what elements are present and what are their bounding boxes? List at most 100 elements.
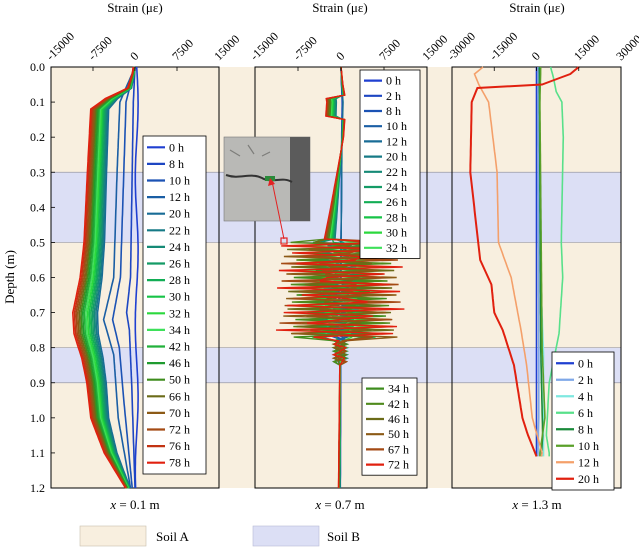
curve-x01-26h [91,66,136,489]
panel-2-caption: x = 0.7 m [314,497,364,512]
legend-entry: 20 h [578,472,599,486]
legend-entry: 66 h [169,389,190,403]
x-tick-label: -15000 [43,29,77,63]
series-legends: 0 h8 h10 h12 h20 h22 h24 h26 h28 h30 h32… [79,69,615,547]
legend-entry: 2 h [578,373,593,387]
panel-1-title: Strain (με) [107,0,162,15]
legend-entry: 32 h [169,306,190,320]
legend-entry: 70 h [169,406,190,420]
x-tick-label: -30000 [444,29,478,63]
soil-a-label: Soil A [156,529,189,544]
y-tick-label: 0.3 [30,165,45,179]
legend-entry: 34 h [169,323,190,337]
legend-entry: 8 h [386,104,401,118]
legend-panel-2-upper: 0 h2 h8 h10 h12 h 20 h22 h24 h26 h28 h 30 … [359,69,421,259]
curve-x01-10h [111,66,136,489]
soil-a-swatch [79,525,147,547]
legend-entry: 30 h [386,226,407,240]
legend-entry: 50 h [388,427,409,441]
y-tick-label: 0.5 [30,235,45,249]
x-tick-label: -15000 [486,29,520,63]
x-tick-label: 15000 [419,32,450,63]
legend-entry: 8 h [169,157,184,171]
x-tick-label: 15000 [571,32,602,63]
strain-curves [71,66,580,489]
legend-entry: 26 h [386,195,407,209]
curve-x01-24h [93,66,136,489]
crack-photo-inset [223,136,311,245]
x-tick-label: 7500 [376,36,403,63]
curve-x01-46h [81,66,135,489]
y-tick-label: 0.2 [30,130,45,144]
legend-entry: 50 h [169,373,190,387]
legend-entry: 72 h [388,458,409,472]
legend-entry: 46 h [388,412,409,426]
curve-x01-32h [86,66,136,489]
curve-x01-0h [134,66,139,489]
y-tick-label: 0.8 [30,341,45,355]
curve-x01-22h [95,66,136,489]
legend-entry: 6 h [578,406,593,420]
legend-entry: 67 h [388,442,409,456]
curve-x13-6h [545,66,565,457]
soil-legend: Soil A Soil B [79,525,360,547]
curve-x01-50h [80,66,135,489]
legend-entry: 32 h [386,241,407,255]
panel-2-title: Strain (με) [312,0,367,15]
legend-entry: 28 h [386,210,407,224]
legend-entry: 12 h [578,455,599,469]
curve-x13-10h [539,66,546,457]
legend-entry: 24 h [386,180,407,194]
legend-entry: 22 h [169,223,190,237]
legend-panel-1: 0 h 8 h 10 h 12 h 20 h 22 h 24 h 26 h 28 h 30 h 32… [142,135,207,475]
x-tick-label: 0 [333,49,347,63]
legend-entry: 8 h [578,422,593,436]
legend-box [361,377,418,476]
caption-variable: x [314,497,321,512]
legend-entry: 26 h [169,257,190,271]
x-tick-label: 0 [529,49,543,63]
legend-entry: 76 h [169,439,190,453]
curve-x13-2h [537,67,540,457]
y-axis-label: Depth (m) [2,250,17,304]
curve-x01-66h [78,66,135,489]
legend-entry: 0 h [169,140,184,154]
legend-entry: 46 h [169,356,190,370]
legend-entry: 0 h [386,74,401,88]
legend-entry: 4 h [578,389,593,403]
curve-x01-30h [88,66,136,489]
y-tick-label: 0.6 [30,271,45,285]
legend-box [359,69,421,259]
caption-variable: x [511,497,518,512]
legend-entry: 10 h [578,439,599,453]
x-tick-label: -7500 [85,33,115,63]
curve-x13-12h [473,66,543,457]
x-tick-label: 7500 [169,36,196,63]
legend-entry: 12 h [169,190,190,204]
curve-x07-72h [275,66,405,488]
y-tick-label: 0.0 [30,60,45,74]
legend-entry: 10 h [386,119,407,133]
legend-entry: 42 h [388,397,409,411]
caption-variable: x [109,497,116,512]
legend-entry: 2 h [386,89,401,103]
x-tick-label: -7500 [290,33,320,63]
legend-entry: 10 h [169,174,190,188]
curve-x01-78h [71,66,135,489]
legend-entry: 20 h [169,207,190,221]
legend-box [142,135,207,475]
curve-x13-20h [469,66,580,457]
caption-value: = 1.3 m [518,497,561,512]
legend-entry: 22 h [386,165,407,179]
y-tick-label: 1.1 [30,446,45,460]
y-tick-label: 0.7 [30,306,45,320]
legend-entry: 28 h [169,273,190,287]
curve-x01-28h [90,66,136,489]
x-tick-label: 0 [127,49,141,63]
y-tick-label: 0.9 [30,376,45,390]
curve-x01-70h [76,66,135,489]
caption-value: = 0.7 m [321,497,364,512]
legend-entry: 72 h [169,423,190,437]
panel-3-title: Strain (με) [509,0,564,15]
